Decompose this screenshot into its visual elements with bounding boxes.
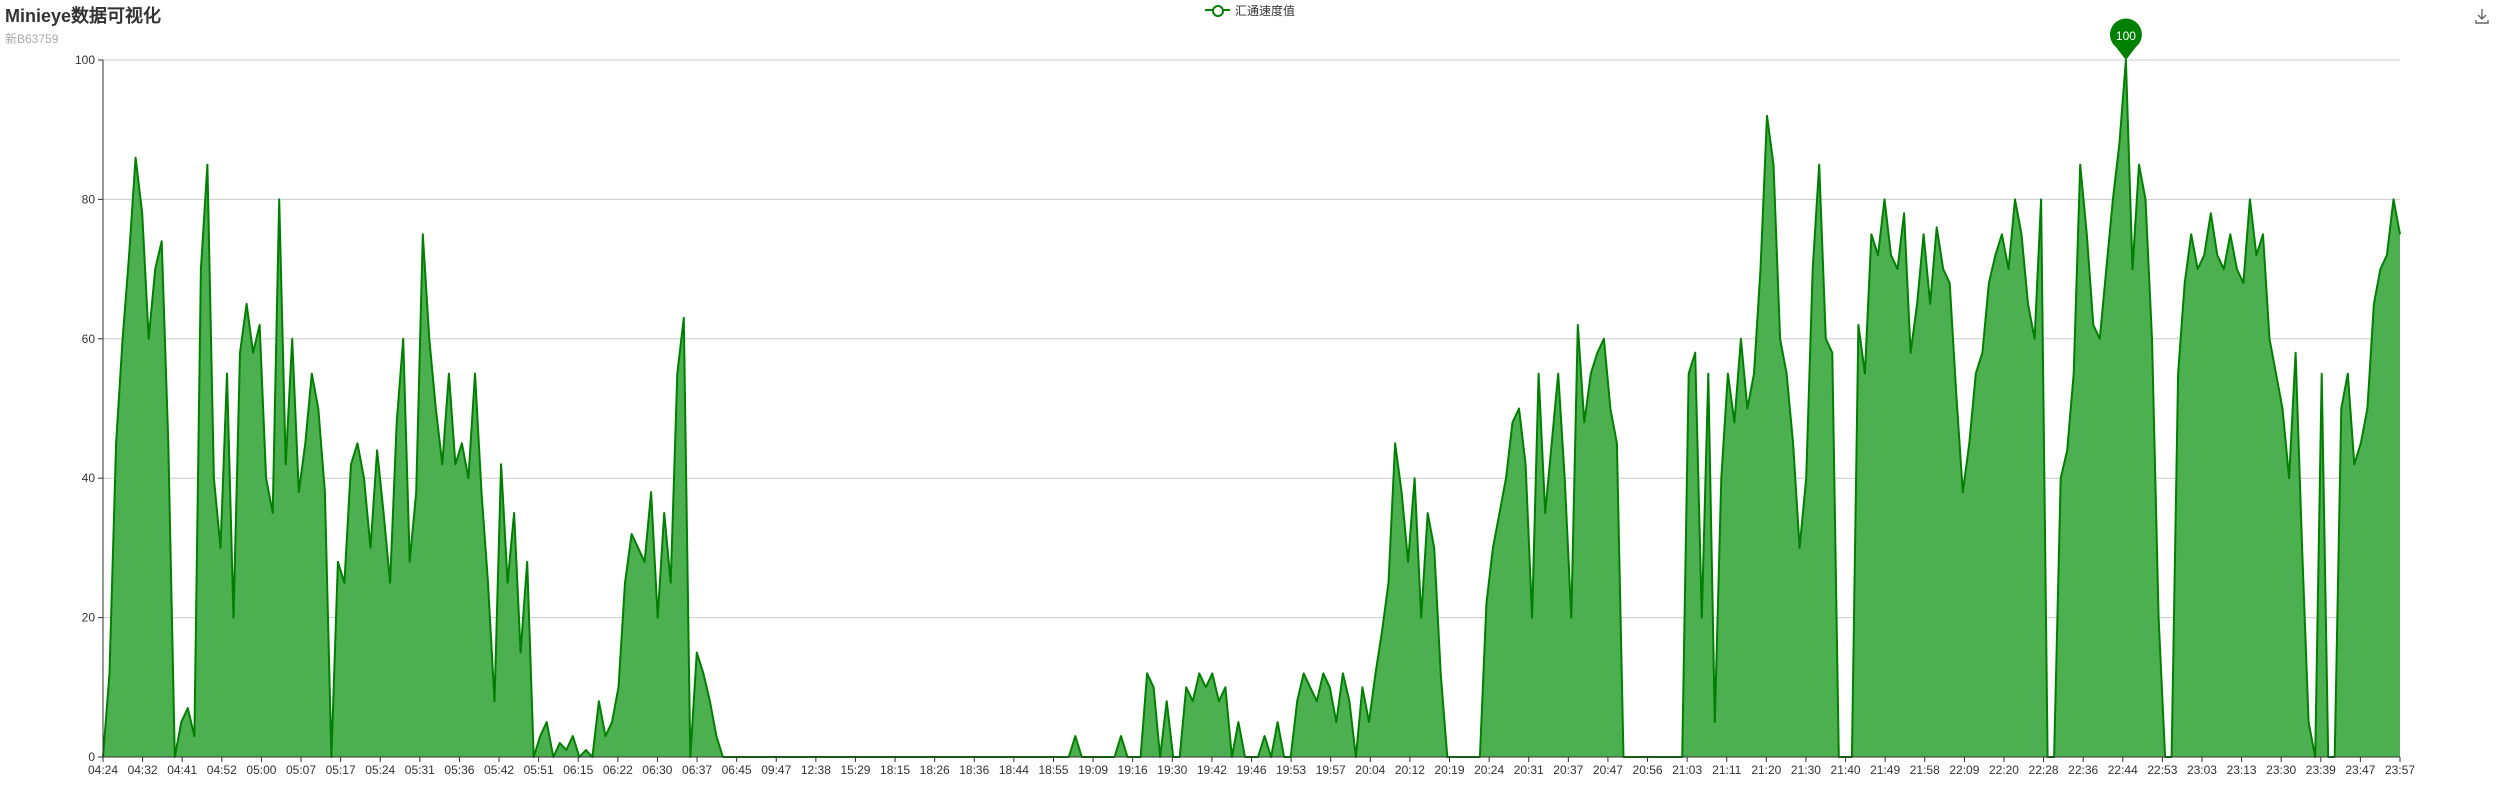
x-tick-label: 09:47 <box>761 763 791 777</box>
x-tick-label: 05:07 <box>286 763 316 777</box>
x-tick-label: 23:57 <box>2385 763 2415 777</box>
x-tick-label: 06:37 <box>682 763 712 777</box>
x-tick-label: 06:15 <box>563 763 593 777</box>
x-tick-label: 22:44 <box>2108 763 2138 777</box>
series-area <box>102 59 2401 758</box>
x-tick-label: 15:29 <box>840 763 870 777</box>
x-tick-label: 06:30 <box>642 763 672 777</box>
x-tick-label: 20:04 <box>1355 763 1385 777</box>
y-tick-label: 100 <box>75 53 95 67</box>
x-tick-label: 04:52 <box>207 763 237 777</box>
x-tick-label: 21:58 <box>1910 763 1940 777</box>
x-tick-label: 18:15 <box>880 763 910 777</box>
legend-item[interactable]: 汇通速度值 <box>1205 2 1295 18</box>
x-tick-label: 19:46 <box>1236 763 1266 777</box>
x-tick-label: 20:56 <box>1633 763 1663 777</box>
x-tick-label: 18:44 <box>999 763 1029 777</box>
x-tick-label: 20:19 <box>1435 763 1465 777</box>
x-tick-label: 05:24 <box>365 763 395 777</box>
x-tick-label: 19:16 <box>1118 763 1148 777</box>
x-tick-label: 20:31 <box>1514 763 1544 777</box>
x-tick-label: 04:24 <box>88 763 118 777</box>
x-tick-label: 04:41 <box>167 763 197 777</box>
legend-label: 汇通速度值 <box>1235 3 1296 18</box>
x-tick-label: 18:36 <box>959 763 989 777</box>
x-tick-label: 19:09 <box>1078 763 1108 777</box>
max-pin-label: 100 <box>2116 29 2136 43</box>
x-tick-label: 05:17 <box>326 763 356 777</box>
x-tick-label: 18:26 <box>920 763 950 777</box>
x-tick-label: 22:28 <box>2029 763 2059 777</box>
mark-point: 100 <box>2109 18 2142 60</box>
x-tick-label: 05:00 <box>246 763 276 777</box>
download-icon[interactable] <box>2472 6 2492 26</box>
y-tick-label: 0 <box>88 750 95 764</box>
x-tick-label: 19:53 <box>1276 763 1306 777</box>
x-tick-label: 06:45 <box>722 763 752 777</box>
y-tick-label: 20 <box>82 611 96 625</box>
x-tick-label: 21:49 <box>1870 763 1900 777</box>
x-tick-label: 06:22 <box>603 763 633 777</box>
x-tick-label: 20:12 <box>1395 763 1425 777</box>
x-tick-label: 12:38 <box>801 763 831 777</box>
x-tick-label: 23:13 <box>2227 763 2257 777</box>
x-tick-label: 22:09 <box>1949 763 1979 777</box>
axes: 0 20 40 60 80 100 04:24 04:32 04:41 04:52 05:00 05:… <box>75 53 2415 777</box>
x-tick-label: 21:03 <box>1672 763 1702 777</box>
x-tick-label: 05:36 <box>444 763 474 777</box>
y-tick-label: 40 <box>82 471 96 485</box>
x-tick-label: 23:03 <box>2187 763 2217 777</box>
x-tick-label: 23:39 <box>2306 763 2336 777</box>
x-tick-label: 19:42 <box>1197 763 1227 777</box>
chart-subtitle: 新B63759 <box>5 32 59 46</box>
x-tick-label: 21:30 <box>1791 763 1821 777</box>
x-tick-label: 05:31 <box>405 763 435 777</box>
max-pin <box>2109 18 2142 60</box>
x-tick-label: 23:30 <box>2266 763 2296 777</box>
x-tick-label: 19:30 <box>1157 763 1187 777</box>
legend-line-icon <box>1205 3 1230 17</box>
x-tick-label: 04:32 <box>128 763 158 777</box>
x-tick-label: 05:51 <box>524 763 554 777</box>
x-tick-label: 05:42 <box>484 763 514 777</box>
y-tick-label: 60 <box>82 332 96 346</box>
x-tick-label: 20:47 <box>1593 763 1623 777</box>
x-tick-label: 19:57 <box>1316 763 1346 777</box>
y-tick-label: 80 <box>82 192 96 206</box>
x-tick-label: 21:20 <box>1751 763 1781 777</box>
x-tick-label: 21:40 <box>1831 763 1861 777</box>
x-tick-label: 21:11 <box>1712 763 1741 777</box>
series-area-fill <box>103 60 2400 757</box>
x-tick-label: 20:37 <box>1553 763 1583 777</box>
chart-title: Minieye数据可视化 <box>5 6 162 26</box>
x-tick-label: 20:24 <box>1474 763 1504 777</box>
x-tick-label: 18:55 <box>1038 763 1068 777</box>
x-tick-label: 22:53 <box>2147 763 2177 777</box>
x-tick-label: 23:47 <box>2345 763 2375 777</box>
x-tick-label: 22:20 <box>1989 763 2019 777</box>
x-tick-label: 22:36 <box>2068 763 2098 777</box>
